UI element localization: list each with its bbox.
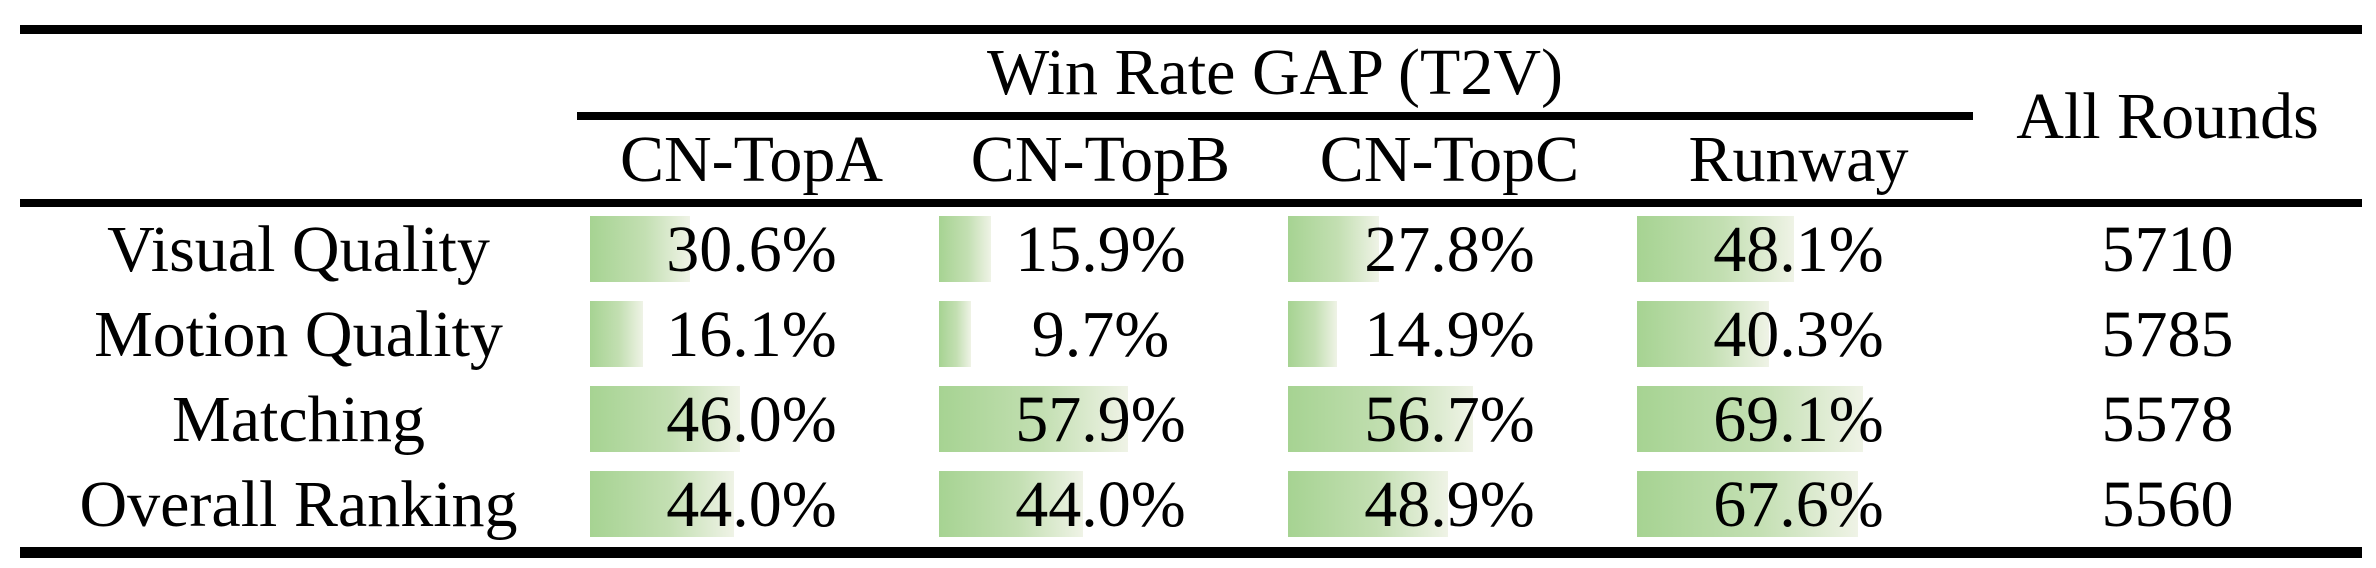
percent-cell: 16.1% — [577, 292, 926, 377]
win-rate-bar — [1288, 301, 1337, 367]
column-header-runway: Runway — [1688, 122, 1909, 196]
table-header: Win Rate GAP (T2V) CN-TopA CN-TopB CN-To… — [20, 34, 2362, 199]
percent-cell: 48.1% — [1624, 207, 1973, 292]
win-rate-bar — [590, 386, 740, 452]
column-header-cn-topa: CN-TopA — [619, 122, 884, 196]
group-header-title: Win Rate GAP (T2V) — [987, 36, 1563, 109]
percent-value: 15.9% — [1015, 212, 1186, 286]
all-rounds-value: 5710 — [2101, 212, 2234, 286]
percent-value: 56.7% — [1364, 382, 1535, 456]
percent-cell: 56.7% — [1275, 377, 1624, 462]
win-rate-bar — [1637, 471, 1858, 537]
win-rate-bar — [939, 216, 991, 282]
table-row-overall-ranking: Overall Ranking 44.0% 44.0% 48.9% 67.6% … — [20, 462, 2362, 547]
percent-value: 46.0% — [666, 382, 837, 456]
header-rule — [20, 199, 2362, 207]
percent-cell: 9.7% — [926, 292, 1275, 377]
percent-value: 30.6% — [666, 212, 837, 286]
percent-value: 67.6% — [1713, 467, 1884, 541]
win-rate-gap-table: Win Rate GAP (T2V) CN-TopA CN-TopB CN-To… — [20, 25, 2362, 558]
row-label: Motion Quality — [94, 297, 503, 371]
percent-cell: 44.0% — [577, 462, 926, 547]
column-headers: CN-TopA CN-TopB CN-TopC Runway — [577, 120, 1973, 199]
percent-value: 69.1% — [1713, 382, 1884, 456]
percent-value: 16.1% — [666, 297, 837, 371]
column-header-cn-topb: CN-TopB — [970, 122, 1231, 196]
percent-cell: 30.6% — [577, 207, 926, 292]
percent-value: 40.3% — [1713, 297, 1884, 371]
win-rate-bar — [1288, 216, 1379, 282]
percent-cell: 69.1% — [1624, 377, 1973, 462]
percent-cell: 14.9% — [1275, 292, 1624, 377]
percent-cell: 27.8% — [1275, 207, 1624, 292]
row-label: Matching — [172, 382, 425, 456]
all-rounds-value: 5578 — [2101, 382, 2234, 456]
percent-cell: 40.3% — [1624, 292, 1973, 377]
percent-cell: 67.6% — [1624, 462, 1973, 547]
win-rate-bar — [939, 301, 971, 367]
row-label: Overall Ranking — [79, 467, 518, 541]
table-row-matching: Matching 46.0% 57.9% 56.7% 69.1% 5578 — [20, 377, 2362, 462]
percent-cell: 15.9% — [926, 207, 1275, 292]
table-row-motion-quality: Motion Quality 16.1% 9.7% 14.9% 40.3% 57… — [20, 292, 2362, 377]
percent-value: 44.0% — [1015, 467, 1186, 541]
percent-cell: 46.0% — [577, 377, 926, 462]
win-rate-bar — [1288, 471, 1448, 537]
percent-value: 44.0% — [666, 467, 837, 541]
win-rate-bar — [1637, 216, 1794, 282]
all-rounds-value: 5560 — [2101, 467, 2234, 541]
win-rate-bar — [1288, 386, 1473, 452]
win-rate-bar — [590, 471, 734, 537]
bottom-rule — [20, 547, 2362, 558]
win-rate-bar — [1637, 301, 1769, 367]
percent-cell: 48.9% — [1275, 462, 1624, 547]
win-rate-bar — [1637, 386, 1863, 452]
percent-cell: 44.0% — [926, 462, 1275, 547]
win-rate-bar — [939, 471, 1083, 537]
percent-cell: 57.9% — [926, 377, 1275, 462]
column-header-cn-topc: CN-TopC — [1319, 122, 1580, 196]
all-rounds-value: 5785 — [2101, 297, 2234, 371]
percent-value: 48.9% — [1364, 467, 1535, 541]
win-rate-bar — [590, 216, 690, 282]
percent-value: 48.1% — [1713, 212, 1884, 286]
win-rate-bar — [939, 386, 1128, 452]
percent-value: 14.9% — [1364, 297, 1535, 371]
percent-value: 57.9% — [1015, 382, 1186, 456]
win-rate-bar — [590, 301, 643, 367]
table-row-visual-quality: Visual Quality 30.6% 15.9% 27.8% 48.1% 5… — [20, 207, 2362, 292]
percent-value: 27.8% — [1364, 212, 1535, 286]
column-header-all-rounds: All Rounds — [2016, 79, 2319, 153]
row-label: Visual Quality — [107, 212, 490, 286]
top-rule — [20, 25, 2362, 34]
percent-value: 9.7% — [1031, 297, 1170, 371]
group-header-underline — [577, 112, 1973, 120]
